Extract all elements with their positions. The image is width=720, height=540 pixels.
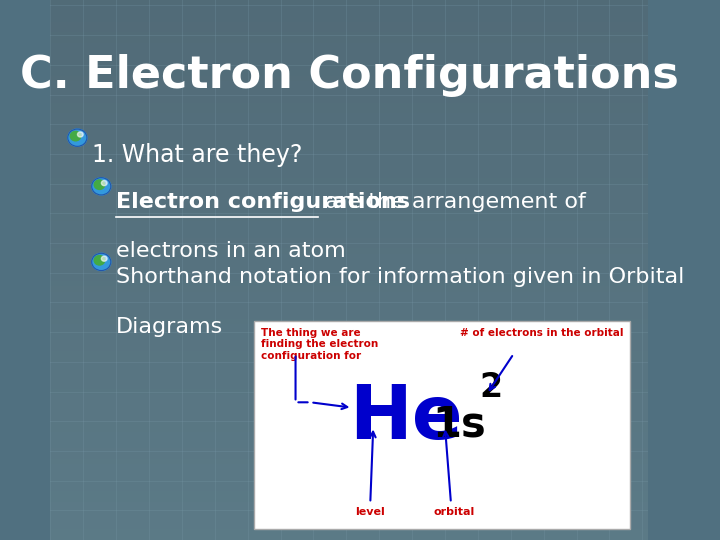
Text: 1. What are they?: 1. What are they?	[92, 143, 302, 167]
Text: orbital: orbital	[433, 507, 474, 517]
Circle shape	[102, 256, 107, 261]
Text: He: He	[349, 382, 463, 455]
Circle shape	[94, 180, 104, 190]
Circle shape	[102, 180, 107, 186]
Circle shape	[71, 131, 81, 141]
Text: are the arrangement of: are the arrangement of	[318, 192, 585, 212]
Circle shape	[94, 255, 104, 265]
Text: Shorthand notation for information given in Orbital: Shorthand notation for information given…	[116, 267, 685, 287]
Circle shape	[91, 253, 111, 271]
Circle shape	[68, 129, 87, 146]
Text: Electron configurations: Electron configurations	[116, 192, 410, 212]
Text: 2: 2	[480, 370, 503, 404]
Text: The thing we are
finding the electron
configuration for: The thing we are finding the electron co…	[261, 328, 378, 361]
Text: 1s: 1s	[432, 404, 485, 446]
Circle shape	[91, 178, 111, 195]
Text: electrons in an atom: electrons in an atom	[116, 241, 346, 261]
Text: Diagrams: Diagrams	[116, 317, 223, 337]
Text: C. Electron Configurations: C. Electron Configurations	[20, 54, 679, 97]
Text: # of electrons in the orbital: # of electrons in the orbital	[459, 328, 623, 338]
FancyBboxPatch shape	[253, 321, 630, 529]
Text: level: level	[356, 507, 385, 517]
Circle shape	[78, 132, 84, 137]
